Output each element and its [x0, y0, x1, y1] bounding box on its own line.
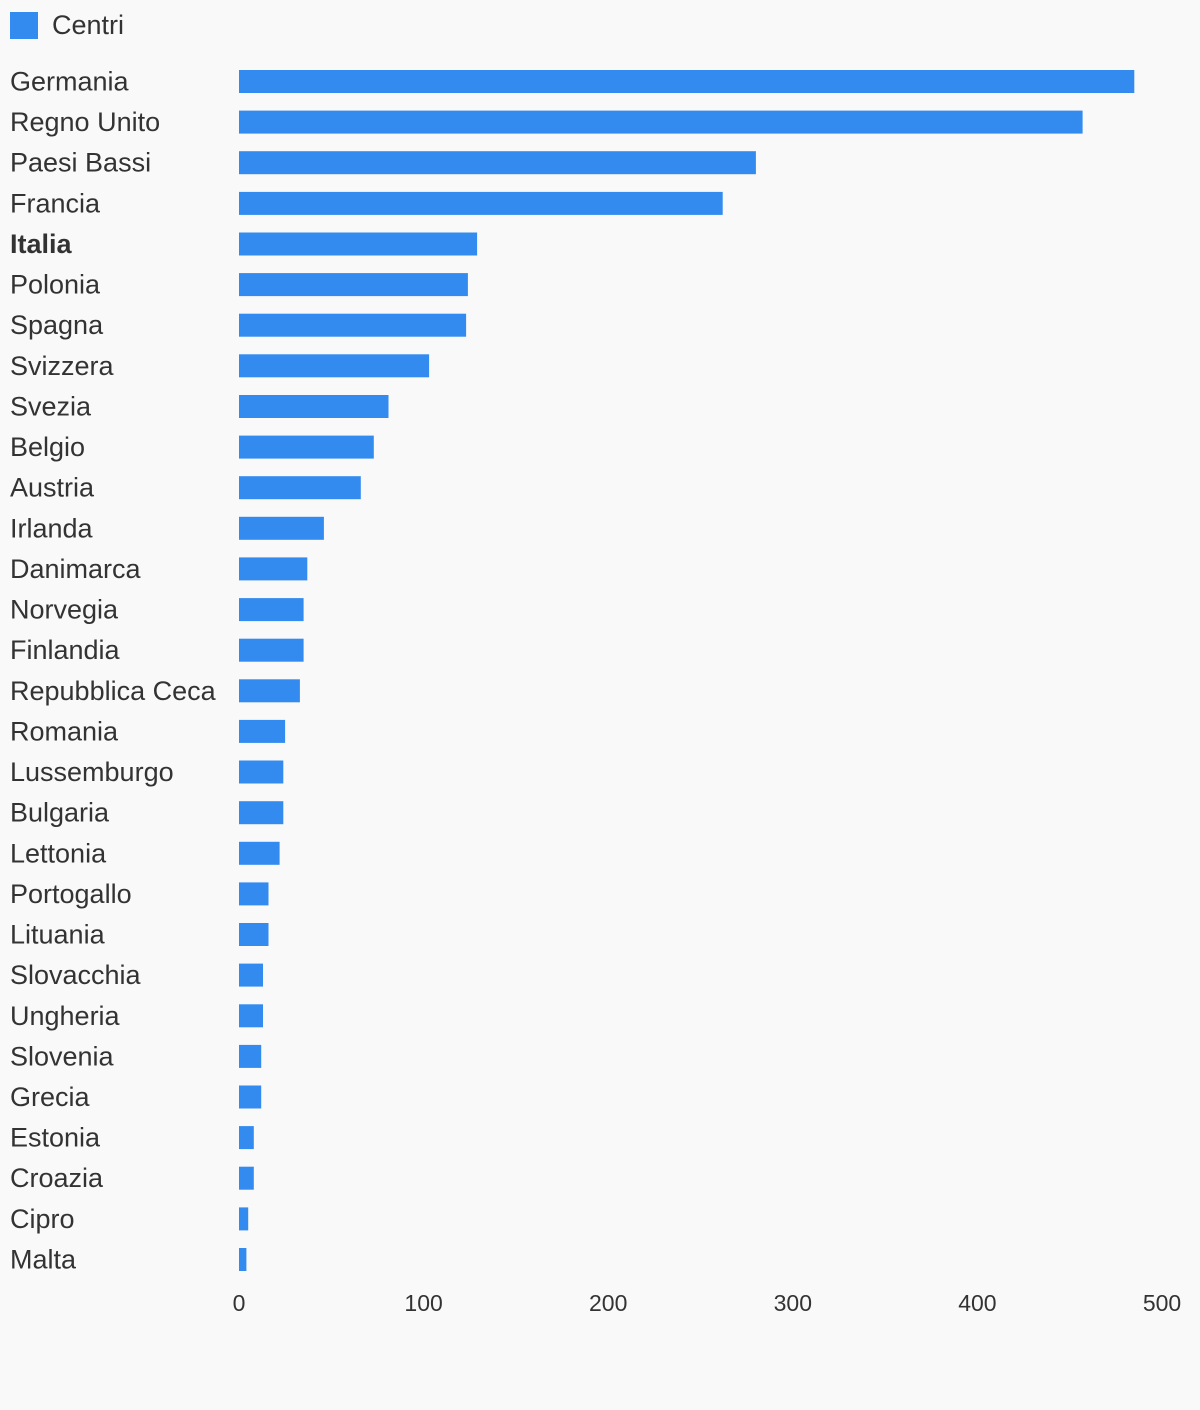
bar: [239, 232, 478, 256]
category-label: Croazia: [10, 1163, 104, 1193]
legend-label: Centri: [52, 10, 125, 40]
bar: [239, 516, 324, 540]
category-label: Finlandia: [10, 635, 121, 665]
legend-swatch: [10, 11, 38, 39]
bar: [239, 638, 304, 662]
bar: [239, 313, 467, 337]
bar: [239, 1085, 262, 1109]
category-label: Francia: [10, 188, 101, 218]
bar: [239, 923, 269, 946]
category-label: Regno Unito: [10, 107, 160, 137]
category-label: Danimarca: [10, 554, 142, 584]
bar: [239, 719, 286, 743]
legend: Centri: [10, 10, 124, 40]
category-label: Italia: [10, 229, 73, 259]
bar: [239, 557, 308, 581]
category-label: Austria: [10, 473, 95, 503]
bar: [239, 1207, 249, 1231]
bar: [239, 1126, 254, 1150]
bar: [239, 679, 300, 703]
bar: [239, 1166, 254, 1190]
bar: [239, 435, 374, 459]
bar: [239, 273, 468, 297]
bar: [239, 1044, 262, 1068]
bar: [239, 476, 361, 500]
x-tick-label: 0: [233, 1290, 246, 1316]
category-label: Slovenia: [10, 1041, 115, 1071]
category-label: Svizzera: [10, 351, 115, 381]
category-label: Malta: [10, 1245, 77, 1275]
category-label: Lussemburgo: [10, 757, 174, 787]
bar: [239, 110, 1083, 134]
category-label: Bulgaria: [10, 798, 110, 828]
x-tick-label: 100: [404, 1290, 442, 1316]
category-label: Portogallo: [10, 879, 132, 909]
x-tick-label: 500: [1143, 1290, 1181, 1316]
bar: [239, 354, 430, 378]
category-label: Irlanda: [10, 513, 94, 543]
bar: [239, 801, 284, 825]
category-label: Lituania: [10, 920, 106, 950]
bar: [239, 841, 280, 865]
category-label: Ungheria: [10, 1001, 121, 1031]
category-label: Belgio: [10, 432, 85, 462]
x-tick-label: 300: [774, 1290, 812, 1316]
category-label: Grecia: [10, 1082, 91, 1112]
category-label: Germania: [10, 67, 130, 97]
bar: [239, 70, 1135, 93]
category-label: Paesi Bassi: [10, 148, 151, 178]
bar: [239, 882, 269, 906]
category-label: Spagna: [10, 310, 104, 340]
category-label: Polonia: [10, 270, 101, 300]
bar: [239, 395, 389, 418]
category-label: Cipro: [10, 1204, 75, 1234]
bar: [239, 1248, 247, 1271]
category-label: Estonia: [10, 1123, 101, 1153]
category-label: Norvegia: [10, 595, 119, 625]
bar: [239, 760, 284, 784]
bar: [239, 191, 723, 215]
x-tick-label: 400: [958, 1290, 996, 1316]
bar: [239, 151, 756, 175]
bar: [239, 598, 304, 622]
bar: [239, 963, 263, 987]
category-label: Slovacchia: [10, 960, 142, 990]
x-tick-label: 200: [589, 1290, 627, 1316]
bar: [239, 1004, 263, 1028]
category-label: Romania: [10, 716, 119, 746]
category-label: Lettonia: [10, 838, 107, 868]
category-label: Svezia: [10, 392, 92, 422]
category-label: Repubblica Ceca: [10, 676, 217, 706]
